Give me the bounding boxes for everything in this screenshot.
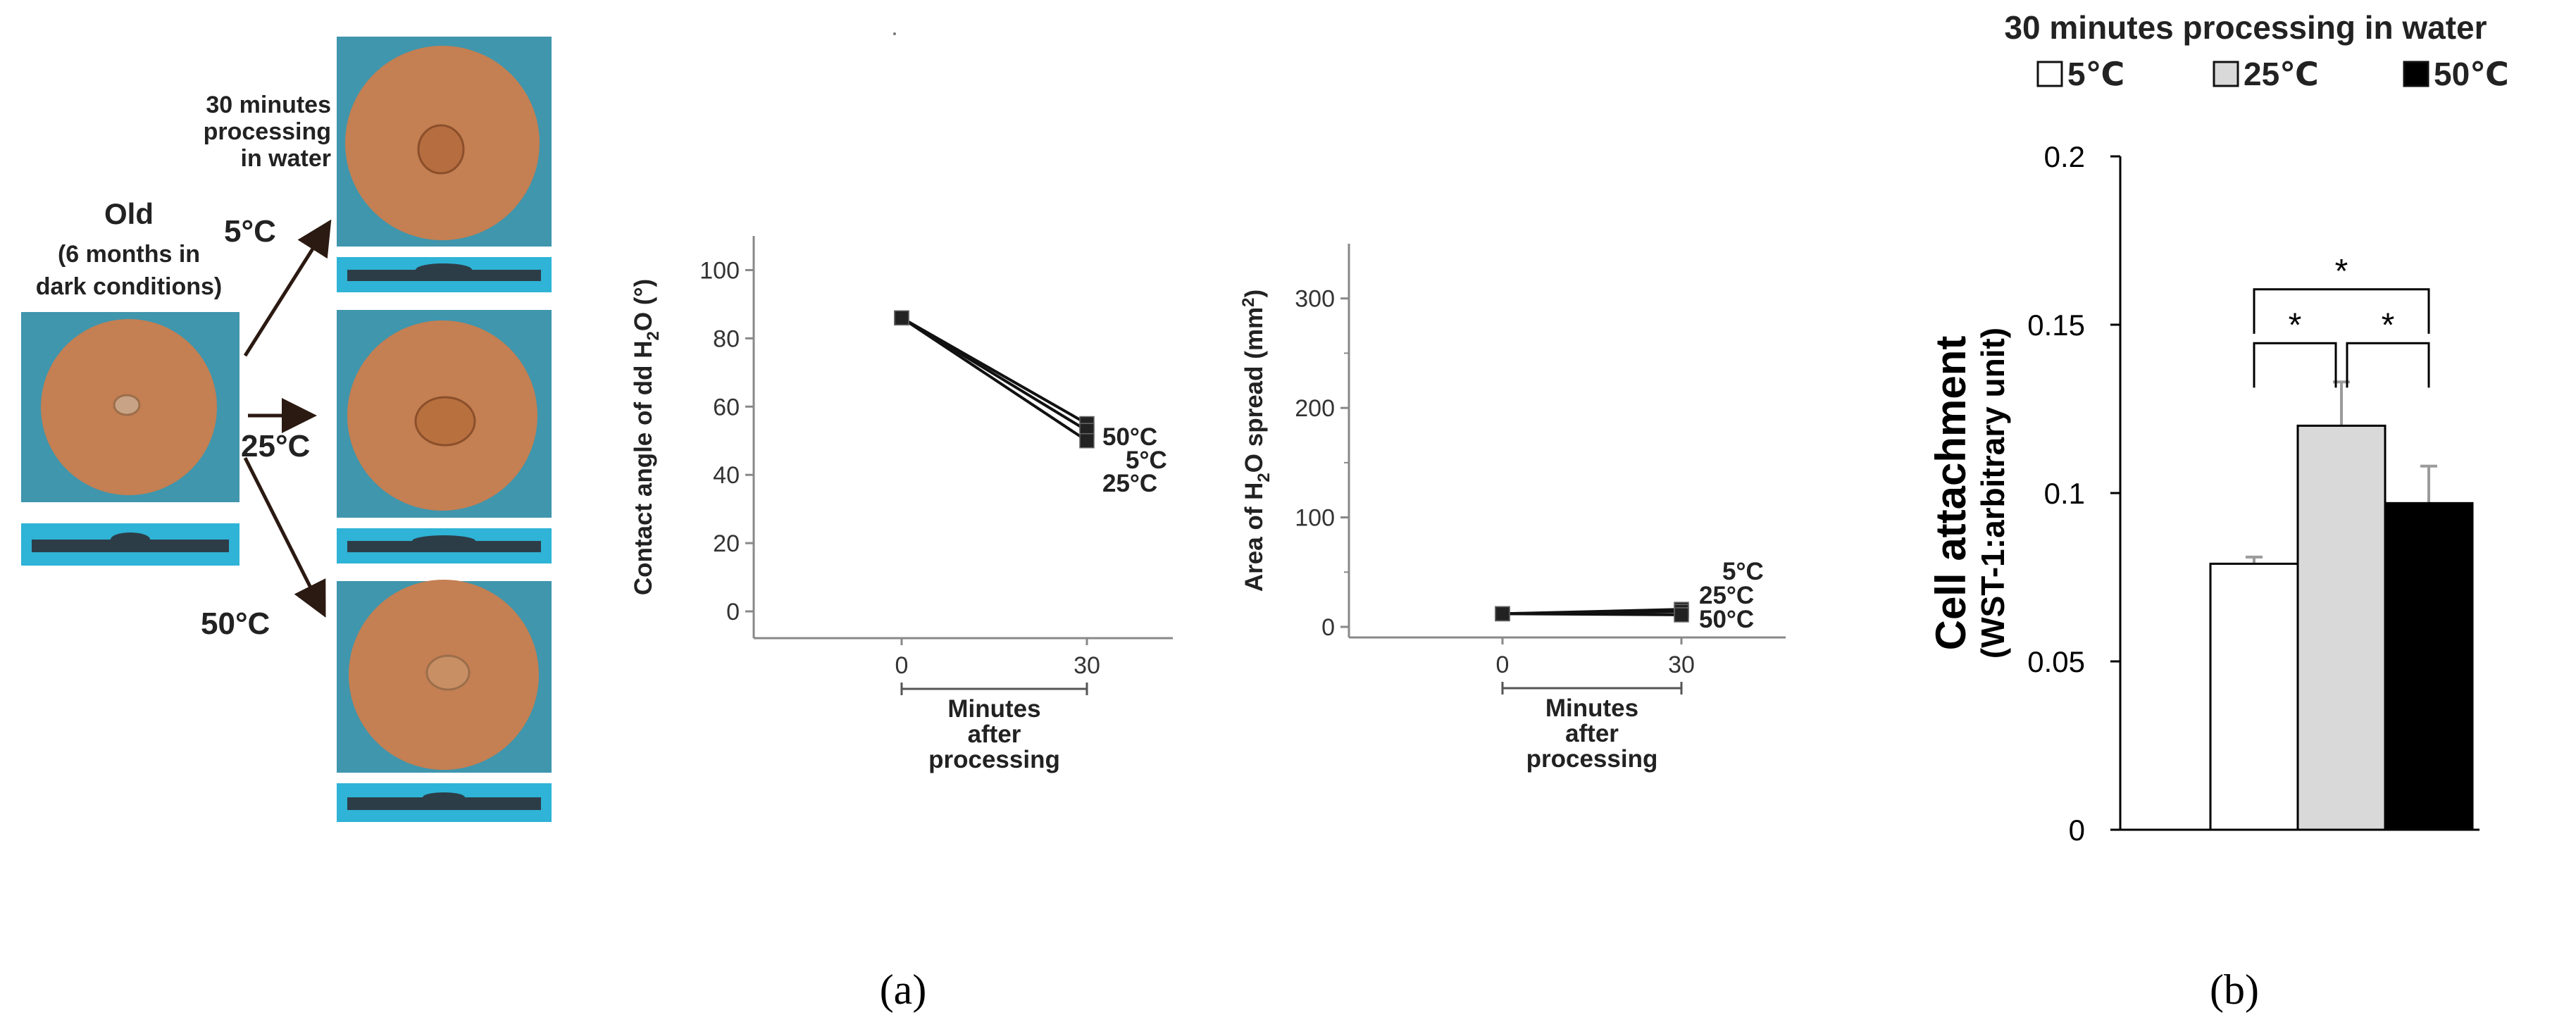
y-axis-label-part: 2 bbox=[1255, 473, 1274, 482]
y-axis-label-part: Contact angle of dd H bbox=[630, 340, 657, 595]
y-tick-label: 0.1 bbox=[2044, 477, 2085, 510]
old-sublabel-1: (6 months in bbox=[58, 241, 200, 268]
arrow-5c bbox=[243, 219, 332, 357]
y-tick-label: 100 bbox=[699, 257, 740, 284]
x-tick-label: 30 bbox=[1074, 652, 1100, 679]
significance-bracket bbox=[2253, 288, 2430, 334]
y-tick-label: 0 bbox=[1321, 614, 1335, 641]
data-point bbox=[1079, 432, 1095, 449]
significance-star: * bbox=[2382, 306, 2395, 344]
y-axis-label-part: O spread (mm bbox=[1240, 307, 1268, 473]
x-axis-label: processing bbox=[1526, 745, 1658, 773]
y-tick-label: 0 bbox=[2069, 814, 2085, 847]
old-label: Old bbox=[104, 197, 154, 230]
x-tick-label: 0 bbox=[1496, 652, 1510, 678]
bar bbox=[2384, 502, 2474, 831]
arrow-label-5c: 5°C bbox=[224, 214, 276, 249]
droplet-25c bbox=[414, 396, 476, 447]
y-tick-label: 20 bbox=[713, 530, 740, 557]
droplet-50c bbox=[425, 654, 471, 691]
y-tick-label: 60 bbox=[713, 394, 740, 421]
legend-label: 25℃ bbox=[2244, 56, 2319, 92]
x-tick-label: 30 bbox=[1668, 652, 1695, 678]
y-axis-sublabel: (WST-1:arbitrary unit) bbox=[1974, 328, 2011, 659]
series-label: 5°C bbox=[1126, 447, 1167, 474]
series-label: 25°C bbox=[1699, 582, 1754, 609]
x-axis-label: after bbox=[1565, 720, 1619, 747]
legend-swatch bbox=[2213, 61, 2239, 87]
series-line bbox=[900, 316, 1088, 442]
y-axis-label: Area of H2O spread (mm2) bbox=[1239, 289, 1274, 592]
y-tick-label: 200 bbox=[1295, 395, 1335, 422]
y-tick-label: 0.05 bbox=[2027, 645, 2085, 678]
legend-swatch bbox=[2403, 61, 2429, 87]
caption-b: (b) bbox=[2210, 966, 2259, 1013]
y-tick-label: 0.15 bbox=[2027, 309, 2085, 342]
bar bbox=[2209, 562, 2299, 831]
top-label-1: 30 minutes bbox=[206, 92, 331, 118]
y-tick-label: 100 bbox=[1295, 505, 1335, 532]
y-tick-label: 0 bbox=[726, 599, 740, 625]
x-axis-label: Minutes bbox=[947, 695, 1040, 723]
photo-panel: Old (6 months in dark conditions) 30 min… bbox=[21, 37, 552, 822]
series-line bbox=[1502, 612, 1682, 616]
arrow-label-25c: 25°C bbox=[241, 429, 310, 463]
caption-a: (a) bbox=[880, 966, 927, 1013]
significance-bracket bbox=[2346, 342, 2430, 388]
cell-attachment-chart: 30 minutes processing in water 5℃ 25℃ 50℃ 0 0… bbox=[1927, 9, 2509, 847]
significance-bracket bbox=[2253, 342, 2337, 388]
data-point bbox=[1495, 606, 1510, 622]
arrow-label-50c: 50°C bbox=[201, 606, 270, 641]
x-axis-label: after bbox=[968, 721, 1021, 748]
series-label: 50°C bbox=[1699, 606, 1754, 633]
data-point bbox=[894, 310, 909, 326]
y-axis-label-part: 2 bbox=[644, 331, 663, 340]
chart-title: 30 minutes processing in water bbox=[2004, 9, 2487, 46]
top-label-2: processing bbox=[204, 118, 331, 145]
x-axis-label: Minutes bbox=[1545, 694, 1638, 722]
bar bbox=[2296, 424, 2387, 831]
y-axis-label: Contact angle of dd H2O (°) bbox=[630, 279, 663, 595]
data-point bbox=[1674, 607, 1689, 623]
arrow-50c bbox=[243, 456, 326, 618]
y-axis-label: Cell attachment bbox=[1927, 336, 1974, 651]
series-line bbox=[900, 316, 1088, 432]
old-sublabel-2: dark conditions) bbox=[36, 273, 222, 300]
y-tick-label: 300 bbox=[1295, 286, 1335, 313]
y-axis-label-part: 2 bbox=[1239, 297, 1258, 306]
y-tick-label: 80 bbox=[713, 325, 740, 352]
y-tick-label: 40 bbox=[713, 462, 740, 489]
x-axis-label: processing bbox=[928, 746, 1060, 773]
y-axis-label-part: ) bbox=[1240, 289, 1268, 298]
series-label: 50°C bbox=[1102, 423, 1157, 451]
y-axis-label-part: O (°) bbox=[630, 279, 657, 331]
significance-star: * bbox=[2335, 253, 2348, 290]
x-tick-label: 0 bbox=[895, 652, 909, 679]
legend-label: 5℃ bbox=[2067, 56, 2124, 92]
significance-star: * bbox=[2289, 306, 2302, 344]
legend-label: 50℃ bbox=[2434, 56, 2509, 92]
y-axis-label-part: Area of H bbox=[1240, 482, 1268, 592]
y-tick-label: 0.2 bbox=[2044, 140, 2085, 173]
series-label: 25°C bbox=[1102, 470, 1157, 497]
series-label: 5°C bbox=[1722, 558, 1764, 585]
droplet-5c bbox=[417, 124, 465, 175]
legend-swatch bbox=[2036, 61, 2063, 87]
droplet-old bbox=[113, 394, 141, 416]
top-label-3: in water bbox=[241, 145, 331, 172]
